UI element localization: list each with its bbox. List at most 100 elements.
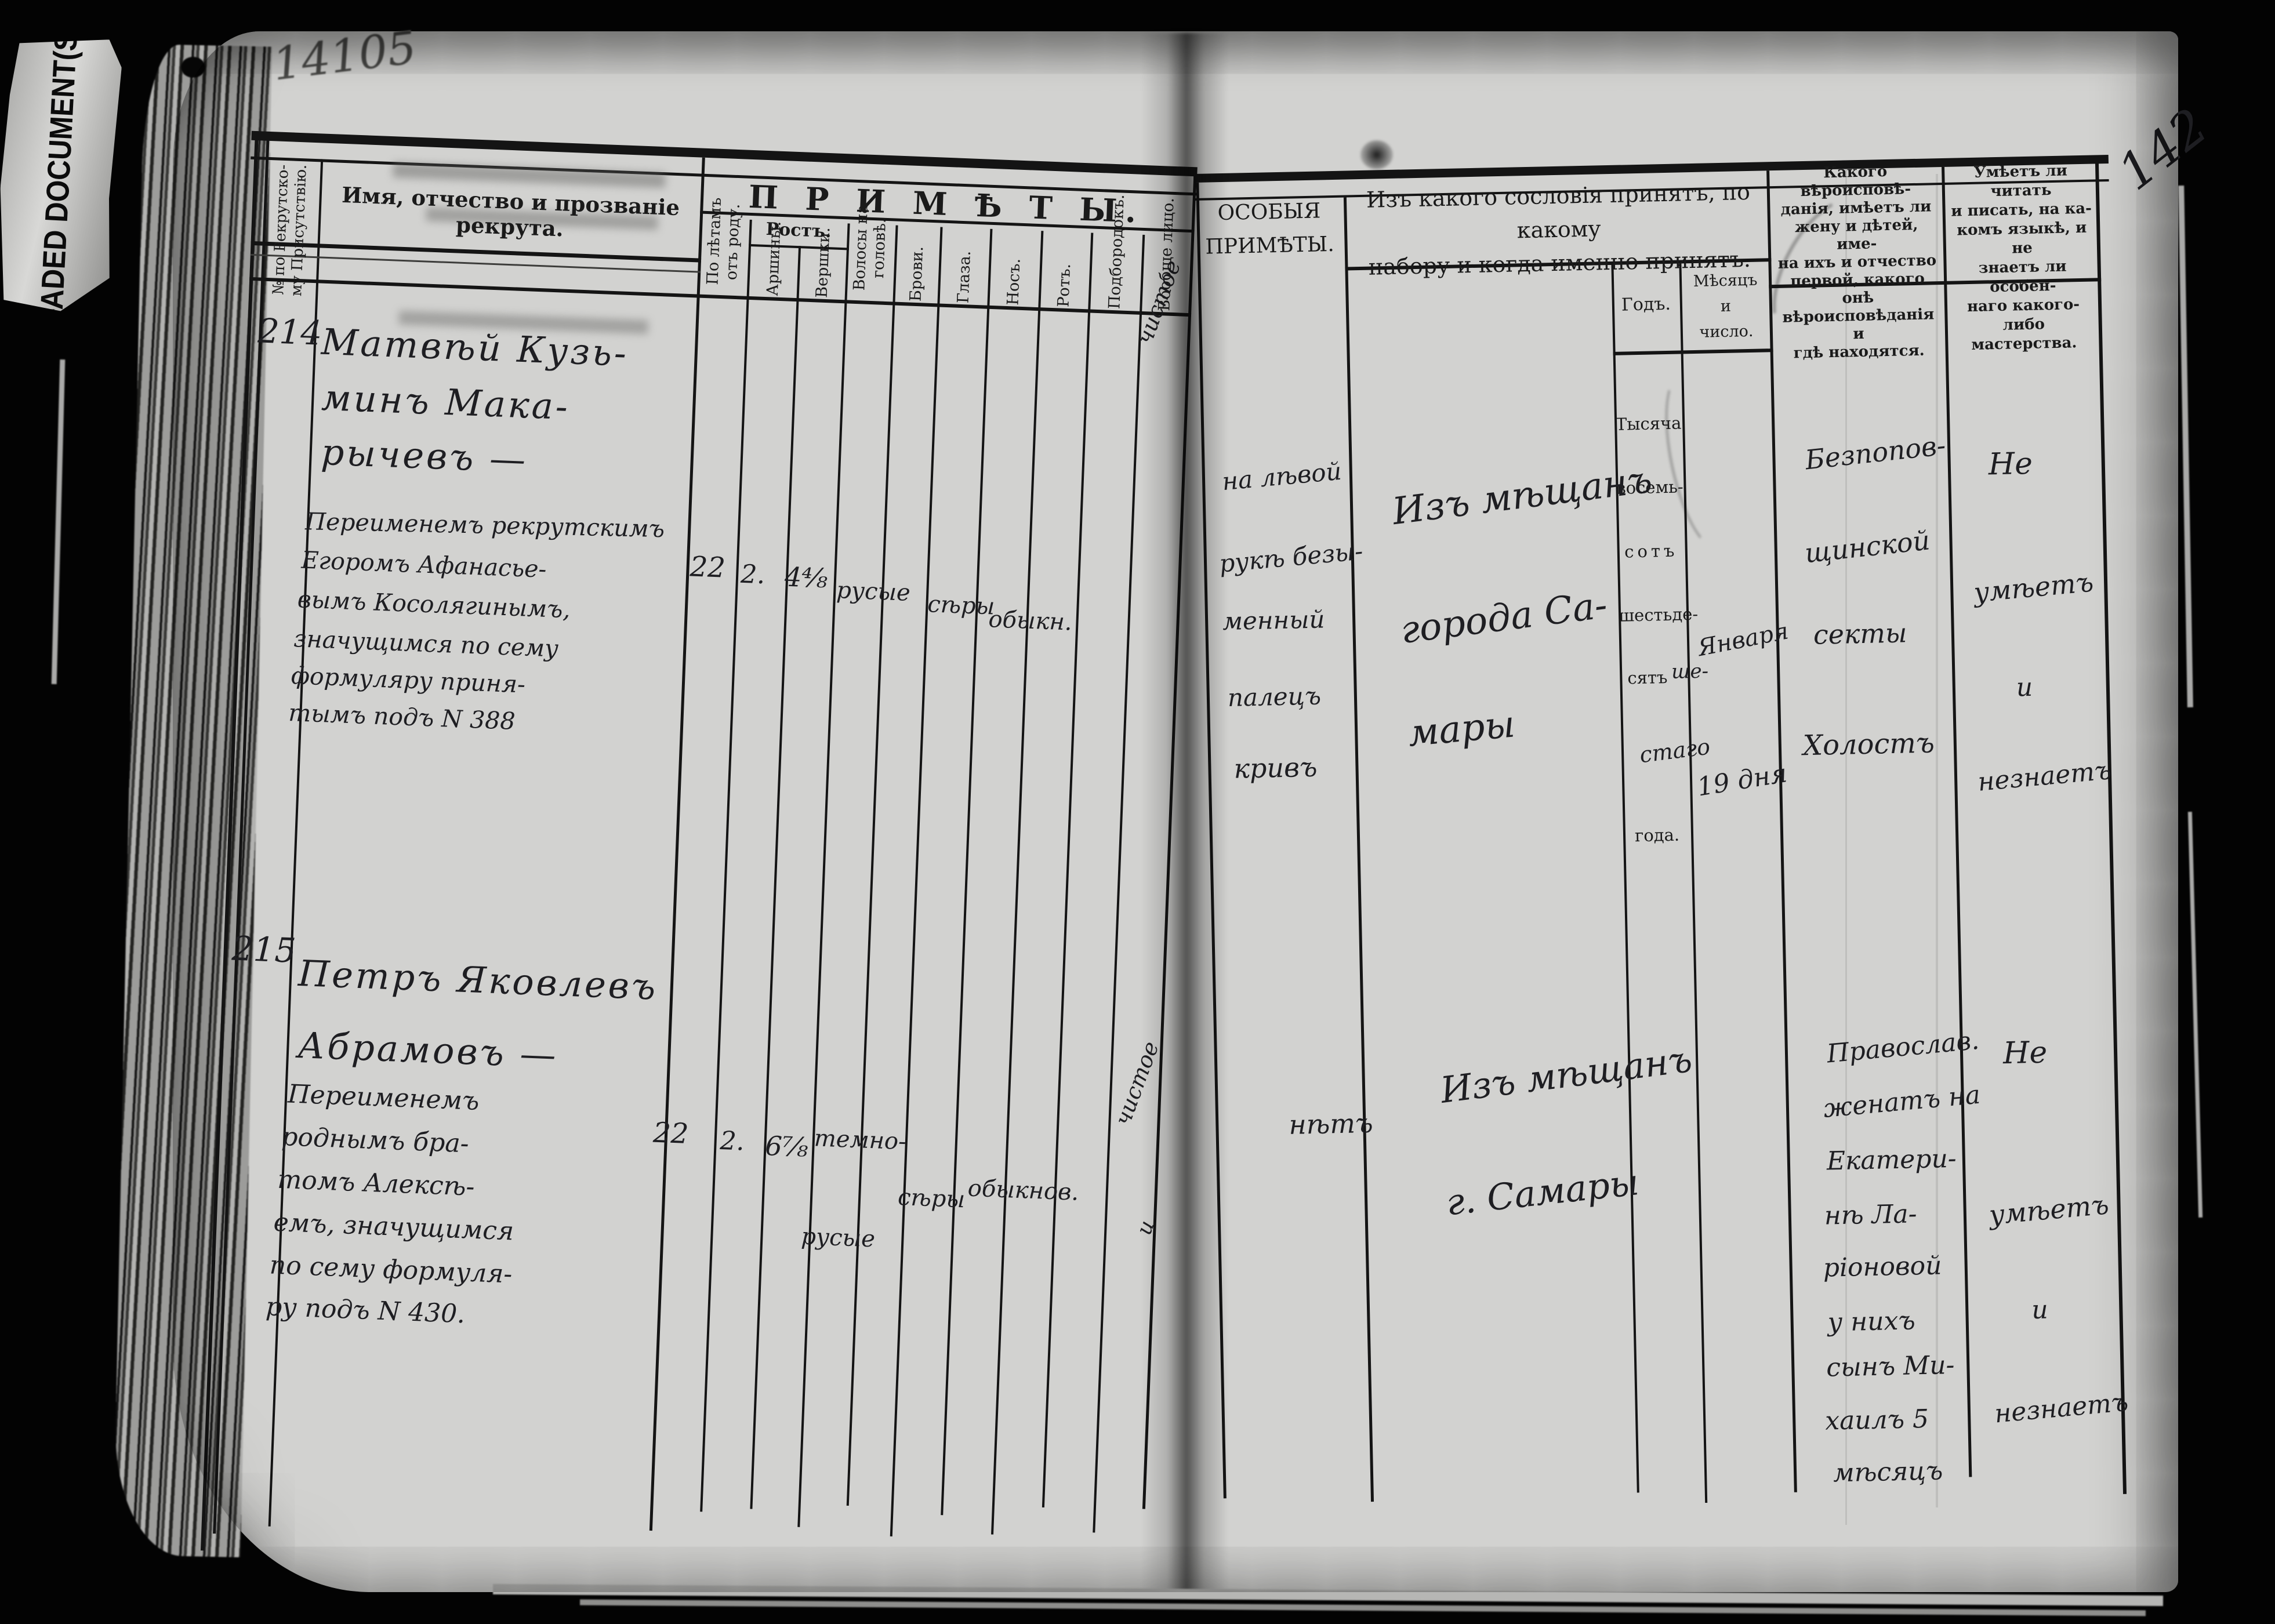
col-line [1042, 232, 1094, 1507]
religion-line: Екатери- [1826, 1143, 1957, 1176]
recruit-name-line: минъ Мака- [321, 376, 571, 428]
note-line: ру подъ N 430. [265, 1292, 466, 1329]
left-page-table: П Р И М Ѣ Т Ы. Имя, отчество и прозваніе… [200, 130, 1198, 1598]
header-hair: Волосы на головѣ. [850, 204, 890, 291]
table-border-right [2095, 161, 2127, 1494]
row-no: 215 [231, 928, 297, 971]
religion-line: женатъ на [1822, 1080, 1982, 1124]
religion-line: нѣ Ла- [1824, 1199, 1917, 1231]
right-page-table: ОСОБЫЯ ПРИМѢТЫ. Изъ какого сословія прин… [1193, 154, 2150, 1576]
header-religion: Какого вѣроисповѣ- данія, имѣетъ ли жену… [1777, 162, 1937, 362]
religion-line: мѣсяцъ [1833, 1456, 1943, 1488]
religion-line: Холостъ [1802, 726, 1935, 762]
year-word: года. [1634, 824, 1680, 846]
special-mark-line: рукѣ безы- [1218, 536, 1365, 578]
col-line [1942, 166, 1972, 1477]
literacy-line: Не [2002, 1035, 2048, 1071]
note-line: Переименемъ [287, 1079, 480, 1117]
religion-line: сынъ Ми- [1826, 1350, 1955, 1383]
header-estate: Изъ какого сословія принятъ, по какому н… [1366, 179, 1751, 280]
note-line: формуляру приня- [291, 662, 526, 699]
page-edge-sliver [2178, 185, 2193, 708]
literacy-line: незнаетъ [1976, 755, 2113, 797]
page-edge-sliver [51, 359, 66, 685]
year-word: сотъ [1624, 540, 1678, 562]
special-mark-line: палецъ [1227, 681, 1322, 712]
note-line: вымъ Косолягинымъ, [297, 585, 571, 624]
note-line: Переименемъ рекрутскимъ [304, 507, 665, 543]
note-line: емъ, значущимся [273, 1207, 515, 1247]
estate-line: Изъ мѣщанъ [1389, 458, 1654, 534]
col-line [649, 157, 705, 1531]
row-no: 214 [257, 311, 323, 353]
header-age: По лѣтамъ отъ роду. [703, 197, 743, 286]
religion-line: ріоновой [1823, 1251, 1942, 1283]
literacy-line: и [2031, 1295, 2049, 1325]
col-line [1343, 197, 1374, 1502]
religion-line: секты [1813, 617, 1907, 651]
header-no: № по Рекрутско- му Присутствію. [270, 164, 310, 297]
col-line [846, 225, 898, 1506]
note-line: роднымъ бра- [281, 1122, 470, 1159]
literacy-line: Не [1988, 446, 2033, 482]
hair-value: русые [836, 577, 911, 606]
arshin-value: 2. [719, 1126, 745, 1157]
literacy-line: умѣетъ [1972, 566, 2095, 609]
literacy-line: незнаетъ [1993, 1387, 2130, 1429]
header-arshin: Аршины. [763, 221, 785, 297]
header-eyes: Глаза. [954, 250, 974, 304]
col-line [1093, 234, 1145, 1533]
page-edge-sliver [2187, 812, 2203, 1218]
literacy-line: и [2016, 672, 2033, 703]
features-common-value: обыкнов. [967, 1175, 1080, 1206]
month-line: 19 дня [1695, 758, 1790, 802]
note-line: томъ Алексѣ- [277, 1164, 476, 1202]
sticker-label: FADED DOCUMENT(S) [32, 21, 85, 326]
bleed-mark [393, 162, 666, 188]
year-insert: ше- [1671, 659, 1709, 684]
year-word: Тысяча [1615, 413, 1682, 434]
header-year: Годъ. [1621, 293, 1671, 315]
ink-dot [181, 57, 205, 78]
religion-line: Безпопов- [1804, 429, 1947, 476]
estate-line: г. Самары [1443, 1160, 1641, 1224]
age-value: 22 [652, 1116, 690, 1150]
col-line [797, 223, 850, 1527]
religion-line: щинской [1803, 524, 1932, 569]
year-month-underline [1613, 348, 1773, 355]
header-nose: Носъ. [1004, 258, 1024, 306]
estate-line: мары [1406, 703, 1517, 755]
eyes-value: сѣры [897, 1183, 966, 1214]
religion-line: у нихъ [1827, 1306, 1916, 1338]
special-mark: нѣтъ [1288, 1107, 1374, 1140]
col-line [1766, 170, 1797, 1492]
year-word: сятъ [1627, 667, 1668, 688]
faded-document-sticker: FADED DOCUMENT(S) [0, 34, 123, 314]
col-line [750, 246, 801, 1509]
col-line [890, 227, 943, 1536]
vershok-value: 4⁴⁄₈ [784, 561, 828, 594]
features-common-value: обыкн. [988, 606, 1073, 636]
col-line [1611, 263, 1639, 1493]
vershok-value: 6⁷⁄₈ [764, 1130, 809, 1163]
note-line: тымъ подъ N 388 [288, 698, 516, 735]
special-mark-line: на лѣвой [1221, 456, 1343, 496]
recruit-name-line: Петръ Яковлевъ [297, 951, 659, 1008]
header-month: Мѣсяцъ и число. [1693, 271, 1758, 341]
recruit-name-line: рычевъ — [320, 430, 529, 481]
hair-value-line: темно- [814, 1125, 907, 1156]
header-chin: Подбородокъ. [1105, 194, 1128, 310]
age-value: 22 [689, 550, 726, 584]
year-word: шестьде- [1618, 604, 1699, 626]
literacy-line: умѣетъ [1987, 1189, 2110, 1231]
recruit-name-line: Абрамовъ — [297, 1024, 559, 1077]
special-mark-line: менный [1222, 605, 1325, 636]
paper-crease [1936, 174, 1938, 1507]
col-line [991, 231, 1044, 1535]
eyes-value: сѣры [927, 591, 996, 620]
header-vershok: Вершки. [812, 227, 834, 299]
header-name: Имя, отчество и прозваніе рекрута. [341, 181, 680, 242]
header-brows: Брови. [906, 246, 927, 302]
arshin-value: 2. [740, 559, 766, 590]
